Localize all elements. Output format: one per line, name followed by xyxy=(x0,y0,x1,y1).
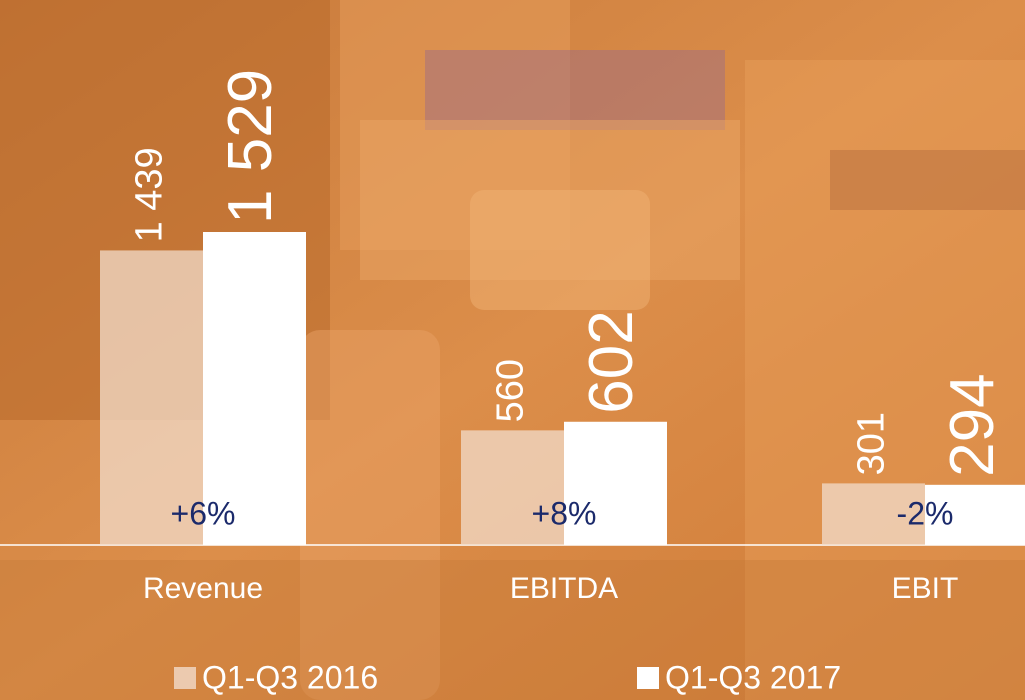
change-label: +8% xyxy=(532,495,597,531)
value-label: 1 529 xyxy=(216,69,285,224)
x-tick-label: EBIT xyxy=(892,572,959,605)
legend-label: Q1-Q3 2016 xyxy=(202,659,378,695)
value-label: 1 439 xyxy=(129,147,171,242)
legend-label: Q1-Q3 2017 xyxy=(665,659,841,695)
chart: 1 439 1 529 +6% Revenue 560 602 +8% EBITDA 301 29… xyxy=(0,0,1025,700)
change-label: +6% xyxy=(171,495,236,531)
value-label: 294 xyxy=(938,373,1007,476)
value-label: 301 xyxy=(851,412,893,475)
x-tick-label: Revenue xyxy=(143,572,263,605)
value-label: 602 xyxy=(577,310,646,413)
legend-swatch xyxy=(174,667,196,689)
legend-swatch xyxy=(637,667,659,689)
change-label: -2% xyxy=(897,495,954,531)
x-tick-label: EBITDA xyxy=(510,572,618,605)
value-label: 560 xyxy=(490,359,532,422)
